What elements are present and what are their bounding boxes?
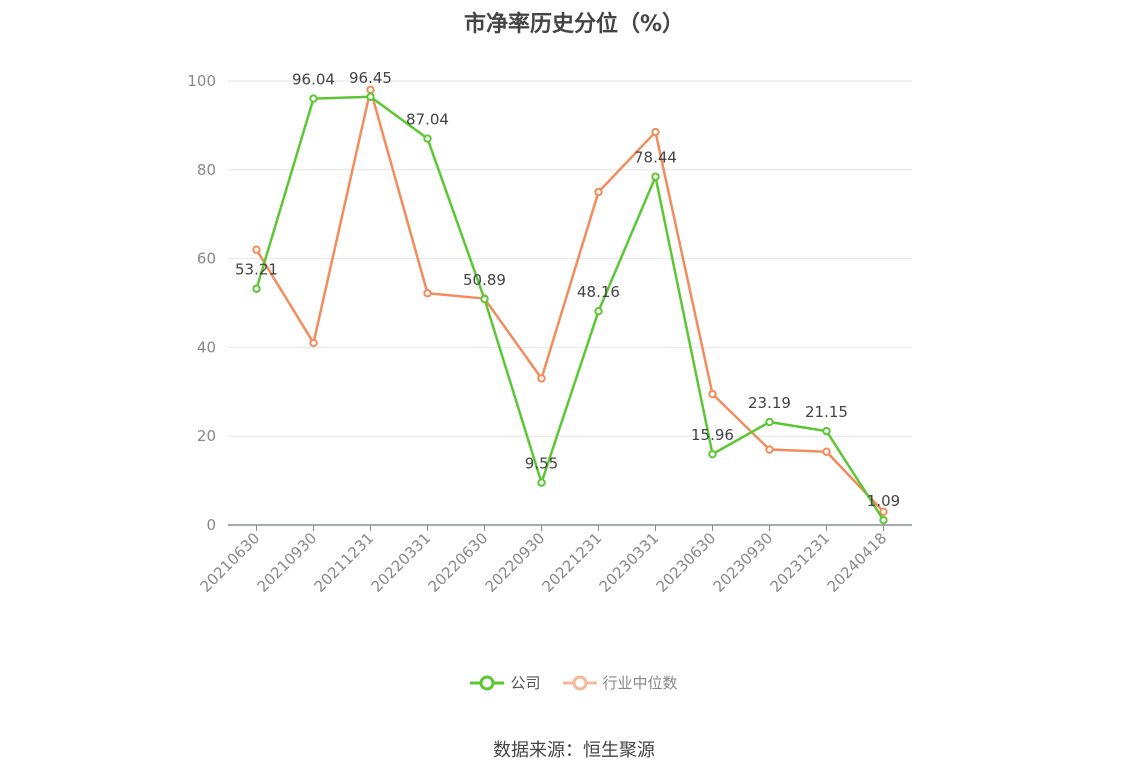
x-tick-label: 20211231 — [311, 529, 378, 596]
data-point-industry-median — [309, 338, 318, 348]
y-tick-label: 20 — [197, 427, 216, 445]
data-point-industry-median — [423, 289, 432, 298]
series-line-industry-median — [255, 88, 885, 513]
data-label-company: 50.89 — [463, 271, 506, 289]
x-tick-label: 20230630 — [653, 529, 720, 596]
x-tick-label: 20230930 — [710, 529, 777, 596]
data-label-company: 1.09 — [867, 492, 900, 510]
data-label-company: 78.44 — [634, 149, 677, 167]
data-label-company: 21.15 — [805, 403, 848, 421]
data-label-company: 23.19 — [748, 394, 791, 412]
data-label-company: 15.96 — [691, 426, 734, 444]
line-chart: 0204060801002021063020210930202112312022… — [187, 69, 912, 596]
data-point-industry-median — [822, 447, 831, 456]
series-line-company — [255, 95, 885, 521]
data-point-company — [765, 417, 774, 427]
data-point-company — [252, 284, 261, 293]
data-point-company — [366, 92, 375, 101]
data-point-industry-median — [765, 445, 774, 454]
x-tick-label: 20221231 — [539, 529, 606, 596]
x-tick-label: 20220331 — [368, 529, 435, 596]
data-label-company: 96.04 — [292, 71, 335, 89]
y-tick-label: 0 — [206, 516, 216, 534]
legend-industry-line-icon — [562, 675, 597, 690]
data-point-company — [309, 94, 318, 103]
data-label-company: 96.45 — [349, 69, 392, 87]
data-point-company — [480, 294, 489, 304]
data-label-company: 48.16 — [577, 283, 620, 301]
x-tick-label: 20210630 — [197, 529, 264, 596]
data-point-company — [423, 134, 432, 143]
x-tick-label: 20210930 — [254, 529, 321, 596]
data-point-industry-median — [879, 507, 888, 516]
x-tick-label: 20240418 — [824, 529, 891, 596]
y-tick-label: 80 — [197, 161, 216, 179]
y-tick-label: 60 — [197, 250, 216, 268]
x-tick-label: 20231231 — [767, 529, 834, 596]
y-tick-label: 40 — [197, 338, 216, 356]
x-tick-label: 20220930 — [482, 529, 549, 596]
data-label-company: 87.04 — [406, 111, 449, 129]
legend-item-industry-median[interactable]: 行业中位数 — [562, 672, 678, 693]
data-label-company: 53.21 — [235, 261, 278, 279]
data-point-company — [651, 172, 660, 181]
data-point-industry-median — [651, 127, 660, 137]
source-text: 数据来源：恒生聚源 — [493, 740, 655, 761]
data-point-industry-median — [252, 245, 261, 254]
data-point-company — [879, 515, 888, 525]
data-point-company — [537, 478, 546, 487]
legend-label-industry-median: 行业中位数 — [602, 674, 678, 692]
data-point-industry-median — [708, 389, 717, 399]
data-point-industry-median — [594, 187, 603, 197]
data-point-industry-median — [537, 374, 546, 383]
x-tick-label: 20220630 — [425, 529, 492, 596]
data-point-company — [708, 449, 717, 459]
y-tick-label: 100 — [187, 72, 216, 90]
data-point-industry-median — [366, 85, 375, 95]
legend-company-line-icon — [470, 675, 505, 690]
legend: 公司 行业中位数 — [0, 672, 1148, 693]
data-label-company: 9.55 — [525, 455, 558, 473]
chart-title: 市净率历史分位（%） — [463, 12, 685, 37]
legend-label-company: 公司 — [510, 674, 541, 692]
data-point-company — [822, 426, 831, 436]
x-tick-label: 20230331 — [596, 529, 663, 596]
data-point-company — [594, 306, 603, 316]
legend-item-company[interactable]: 公司 — [470, 672, 541, 693]
